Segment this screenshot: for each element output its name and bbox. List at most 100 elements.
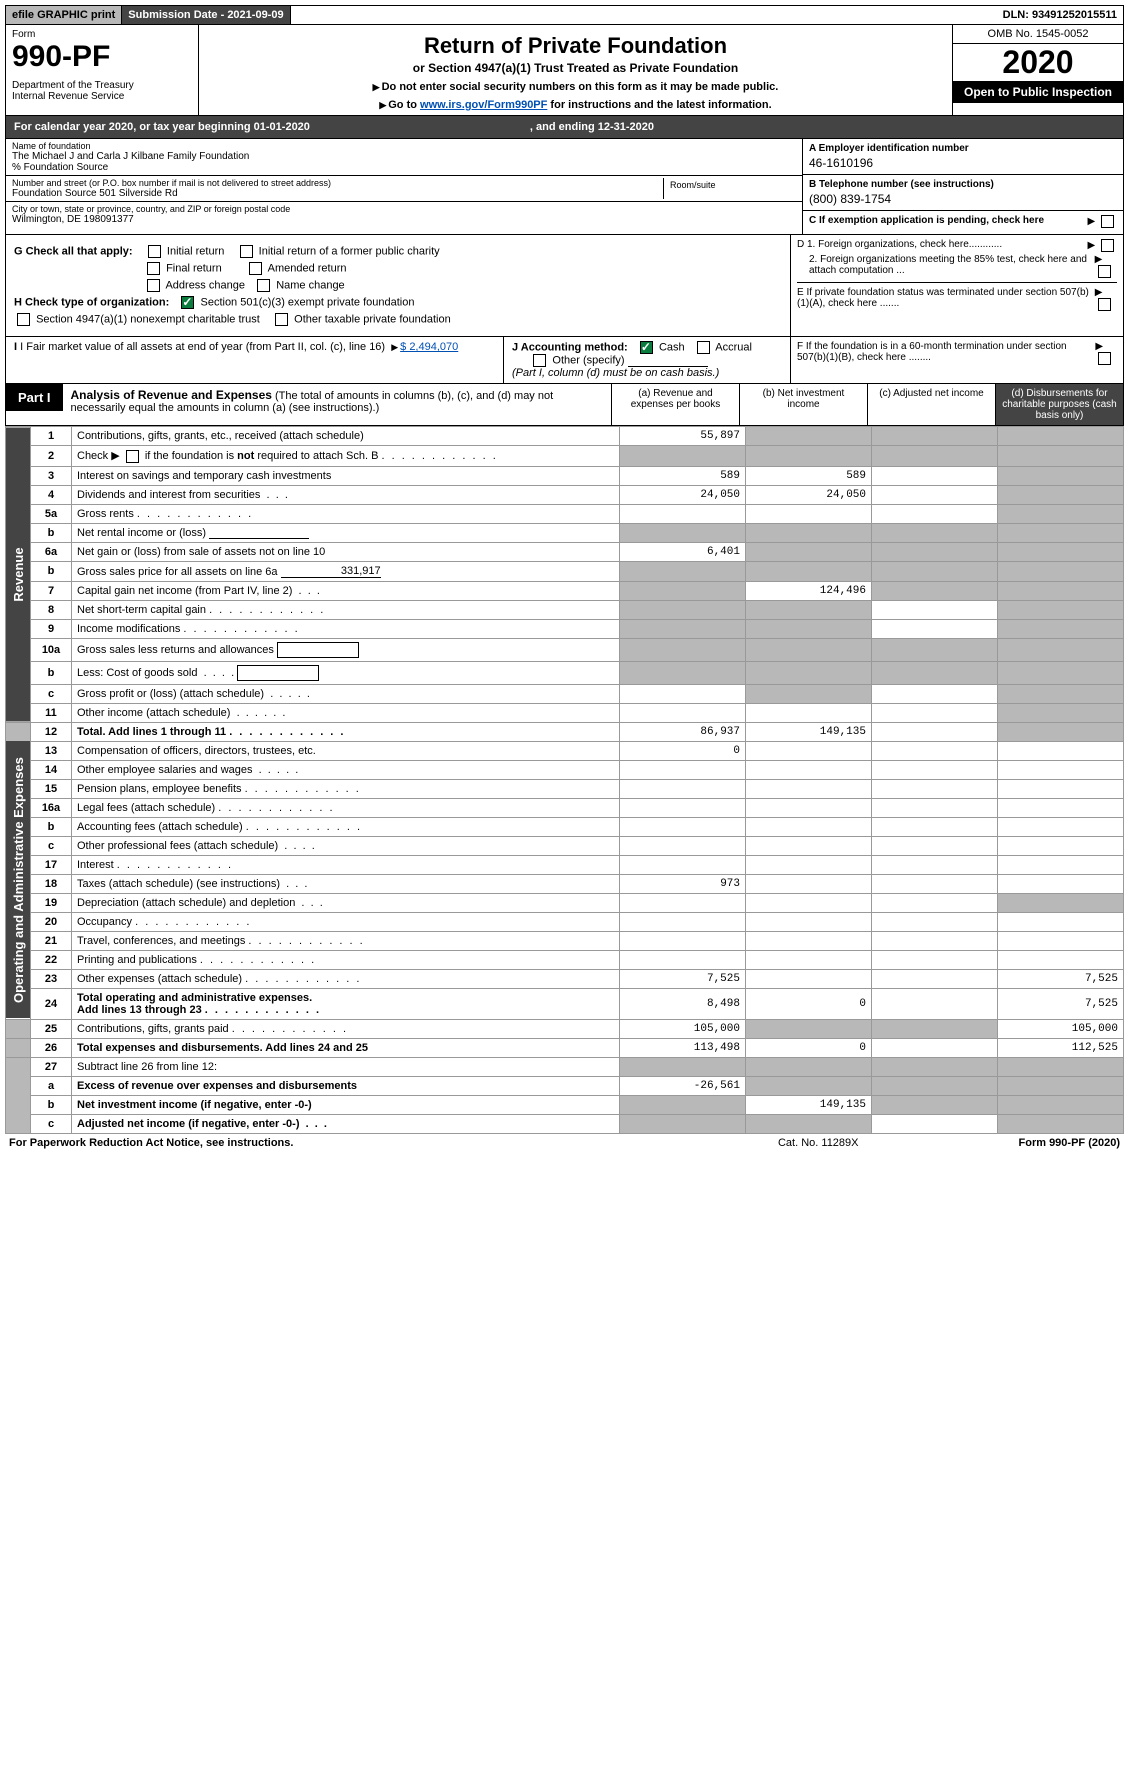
form-word: Form: [12, 29, 192, 40]
table-row: 3Interest on savings and temporary cash …: [6, 466, 1124, 485]
table-row: Revenue 1Contributions, gifts, grants, e…: [6, 427, 1124, 446]
table-row: 21Travel, conferences, and meetings: [6, 931, 1124, 950]
f-row: F If the foundation is in a 60-month ter…: [791, 337, 1123, 381]
table-row: 22Printing and publications: [6, 950, 1124, 969]
open-public: Open to Public Inspection: [953, 81, 1123, 103]
table-row: cGross profit or (loss) (attach schedule…: [6, 684, 1124, 703]
revenue-side-label: Revenue: [6, 427, 31, 723]
chk-name[interactable]: [257, 279, 270, 292]
table-row: 24Total operating and administrative exp…: [6, 988, 1124, 1019]
footer-mid: Cat. No. 11289X: [778, 1137, 859, 1149]
header-left: Form 990-PF Department of the Treasury I…: [6, 25, 199, 115]
address: Foundation Source 501 Silverside Rd: [12, 188, 663, 199]
table-row: 17Interest: [6, 855, 1124, 874]
calendar-year-row: For calendar year 2020, or tax year begi…: [5, 116, 1124, 139]
chk-accrual[interactable]: [697, 341, 710, 354]
check-section: G Check all that apply: Initial return I…: [5, 235, 1124, 337]
chk-schb[interactable]: [126, 450, 139, 463]
table-row: 7Capital gain net income (from Part IV, …: [6, 581, 1124, 600]
expenses-side-label: Operating and Administrative Expenses: [6, 741, 31, 1019]
table-row: 11Other income (attach schedule) . . . .…: [6, 703, 1124, 722]
ein-value: 46-1610196: [809, 156, 1117, 170]
table-row: 19Depreciation (attach schedule) and dep…: [6, 893, 1124, 912]
form-number: 990-PF: [12, 40, 192, 74]
col-c-head: (c) Adjusted net income: [867, 384, 995, 425]
table-row: 10aGross sales less returns and allowanc…: [6, 638, 1124, 661]
table-row: 26Total expenses and disbursements. Add …: [6, 1038, 1124, 1057]
form-link[interactable]: www.irs.gov/Form990PF: [420, 99, 547, 111]
care-of: % Foundation Source: [12, 162, 796, 173]
chk-other-method[interactable]: [533, 354, 546, 367]
room-label: Room/suite: [670, 180, 790, 190]
foundation-name: The Michael J and Carla J Kilbane Family…: [12, 151, 796, 162]
h-row: H Check type of organization: Section 50…: [14, 296, 782, 309]
dln: DLN: 93491252015511: [997, 6, 1123, 24]
chk-initial-public[interactable]: [240, 245, 253, 258]
table-row: bLess: Cost of goods sold . . . .: [6, 661, 1124, 684]
table-row: 2Check ▶ if the foundation is not requir…: [6, 446, 1124, 467]
col-a-head: (a) Revenue and expenses per books: [611, 384, 739, 425]
tax-year: 2020: [953, 44, 1123, 81]
chk-e[interactable]: [1098, 298, 1111, 311]
header-center: Return of Private Foundation or Section …: [199, 25, 952, 115]
exemption-pending-row: C If exemption application is pending, c…: [803, 211, 1123, 232]
submission-date: Submission Date - 2021-09-09: [122, 6, 290, 24]
chk-initial[interactable]: [148, 245, 161, 258]
footer-right: Form 990-PF (2020): [1019, 1137, 1121, 1149]
chk-c[interactable]: [1101, 215, 1114, 228]
table-row: 9Income modifications: [6, 619, 1124, 638]
header-note1: Do not enter social security numbers on …: [209, 81, 942, 93]
col-b-head: (b) Net investment income: [739, 384, 867, 425]
table-row: bNet rental income or (loss): [6, 523, 1124, 542]
e-row: E If private foundation status was termi…: [797, 282, 1117, 311]
form-header: Form 990-PF Department of the Treasury I…: [5, 25, 1124, 116]
entity-block: Name of foundation The Michael J and Car…: [5, 139, 1124, 235]
table-row: bGross sales price for all assets on lin…: [6, 561, 1124, 581]
chk-d2[interactable]: [1098, 265, 1111, 278]
omb-number: OMB No. 1545-0052: [953, 25, 1123, 44]
table-row: 15Pension plans, employee benefits: [6, 779, 1124, 798]
part1-tab: Part I: [6, 384, 63, 411]
efile-label: efile GRAPHIC print: [6, 6, 122, 24]
table-row: 18Taxes (attach schedule) (see instructi…: [6, 874, 1124, 893]
phone-row: B Telephone number (see instructions) (8…: [803, 175, 1123, 211]
table-row: 8Net short-term capital gain: [6, 600, 1124, 619]
fmv-value: $ 2,494,070: [400, 341, 458, 353]
chk-final[interactable]: [147, 262, 160, 275]
table-row: cAdjusted net income (if negative, enter…: [6, 1114, 1124, 1133]
foundation-name-row: Name of foundation The Michael J and Car…: [6, 139, 802, 176]
header-note2: Go to www.irs.gov/Form990PF for instruct…: [209, 99, 942, 111]
chk-address[interactable]: [147, 279, 160, 292]
table-row: Operating and Administrative Expenses 13…: [6, 741, 1124, 760]
part1-table: Revenue 1Contributions, gifts, grants, e…: [5, 426, 1124, 1134]
d1-row: D 1. Foreign organizations, check here..…: [797, 239, 1117, 252]
table-row: 20Occupancy: [6, 912, 1124, 931]
phone-value: (800) 839-1754: [809, 192, 1117, 206]
col-d-head: (d) Disbursements for charitable purpose…: [995, 384, 1123, 425]
form-title: Return of Private Foundation: [209, 33, 942, 59]
city-row: City or town, state or province, country…: [6, 202, 802, 227]
cal-end: , and ending 12-31-2020: [530, 121, 654, 133]
header-right: OMB No. 1545-0052 2020 Open to Public In…: [952, 25, 1123, 115]
chk-amended[interactable]: [249, 262, 262, 275]
table-row: cOther professional fees (attach schedul…: [6, 836, 1124, 855]
top-bar: efile GRAPHIC print Submission Date - 20…: [5, 5, 1124, 25]
table-row: 14Other employee salaries and wages . . …: [6, 760, 1124, 779]
table-row: 16aLegal fees (attach schedule): [6, 798, 1124, 817]
page-footer: For Paperwork Reduction Act Notice, see …: [5, 1134, 1124, 1152]
chk-f[interactable]: [1098, 352, 1111, 365]
chk-d1[interactable]: [1101, 239, 1114, 252]
g-row: G Check all that apply: Initial return I…: [14, 245, 782, 258]
table-row: 4Dividends and interest from securities …: [6, 485, 1124, 504]
dept-treasury: Department of the Treasury Internal Reve…: [12, 80, 192, 102]
chk-other-taxable[interactable]: [275, 313, 288, 326]
table-row: 5aGross rents: [6, 504, 1124, 523]
chk-4947[interactable]: [17, 313, 30, 326]
city-state-zip: Wilmington, DE 198091377: [12, 214, 796, 225]
d2-row: 2. Foreign organizations meeting the 85%…: [797, 254, 1117, 278]
chk-cash[interactable]: [640, 341, 653, 354]
chk-501c3[interactable]: [181, 296, 194, 309]
table-row: 27Subtract line 26 from line 12:: [6, 1057, 1124, 1076]
address-row: Number and street (or P.O. box number if…: [6, 176, 802, 202]
table-row: 12Total. Add lines 1 through 11 86,93714…: [6, 722, 1124, 741]
